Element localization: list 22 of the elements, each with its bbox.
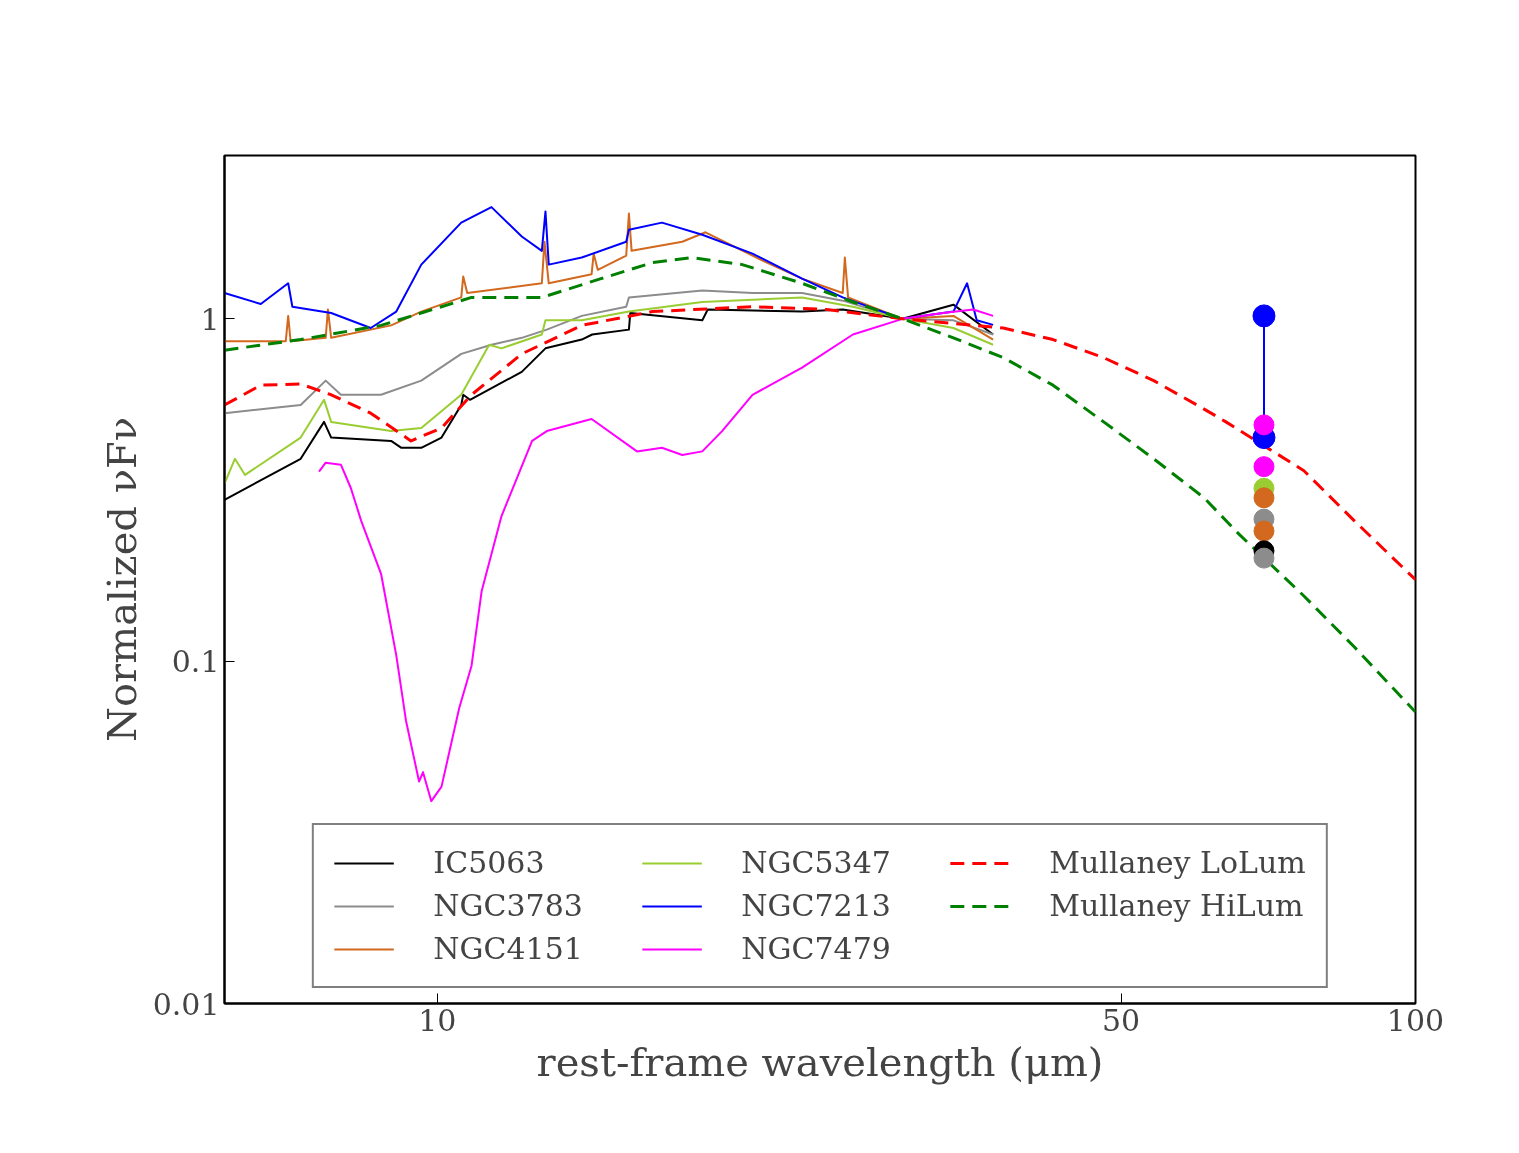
y-tick-label: 0.1 bbox=[171, 644, 220, 680]
legend-label: NGC5347 bbox=[741, 845, 892, 880]
x-tick-label: 100 bbox=[1386, 1002, 1445, 1038]
legend-label: Mullaney HiLum bbox=[1049, 888, 1304, 923]
legend-label: NGC4151 bbox=[433, 931, 584, 966]
y-tick-label: 0.01 bbox=[152, 986, 220, 1022]
x-tick-label: 10 bbox=[418, 1002, 457, 1038]
legend-label: NGC7479 bbox=[741, 931, 892, 966]
y-tick-label: 1 bbox=[200, 301, 220, 337]
point bbox=[1253, 414, 1275, 436]
legend-label: Mullaney LoLum bbox=[1049, 845, 1306, 880]
point bbox=[1253, 487, 1275, 509]
legend-label: NGC7213 bbox=[741, 888, 892, 923]
x-tick-label: 50 bbox=[1101, 1002, 1141, 1038]
x-axis-title: rest-frame wavelength (μm) bbox=[536, 1038, 1104, 1085]
legend-label: IC5063 bbox=[433, 845, 546, 880]
point bbox=[1253, 520, 1275, 542]
point bbox=[1252, 304, 1276, 328]
legend-label: NGC3783 bbox=[433, 888, 584, 923]
point bbox=[1253, 456, 1275, 478]
point bbox=[1253, 547, 1275, 569]
y-axis-title: Normalized νFν bbox=[98, 416, 145, 743]
